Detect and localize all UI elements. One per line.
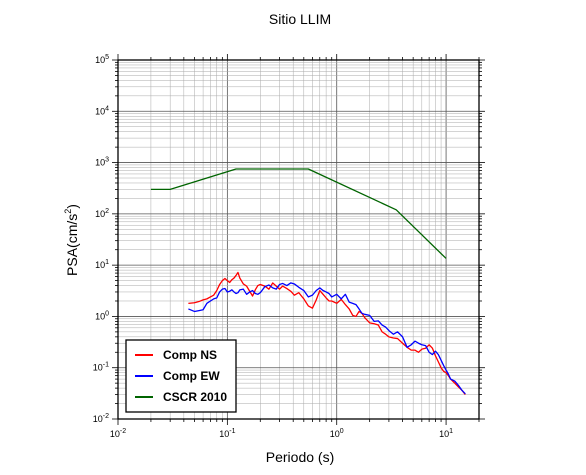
y-tick-label-base: 10 [95, 209, 105, 219]
series-lines [150, 168, 466, 395]
y-tick-label-base: 10 [95, 260, 105, 270]
x-tick-label: 10-1 [219, 428, 235, 439]
legend-label-cscr-2010: CSCR 2010 [163, 390, 227, 404]
plot-frame [117, 59, 480, 420]
y-tick-label: 103 [95, 157, 109, 168]
x-tick-labels: 10-2 10-1 100 101 [110, 428, 453, 439]
y-tick-label: 100 [95, 310, 109, 321]
y-tick-label: 10-2 [93, 413, 109, 424]
y-tick-label-base: 10 [93, 414, 103, 424]
y-axis-title: PSA(cm/s2) [63, 204, 80, 276]
y-axis-title-base: PSA(cm/s [64, 214, 80, 276]
axis-ticks [112, 54, 485, 425]
x-tick-label: 101 [439, 428, 453, 439]
x-tick-label-base: 10 [219, 429, 229, 439]
y-tick-label-exponent: 0 [105, 310, 109, 317]
y-tick-label-exponent: -1 [103, 362, 109, 369]
y-tick-label-exponent: -2 [103, 413, 109, 420]
chart-title: Sitio LLIM [269, 11, 331, 27]
y-axis-title-superscript: 2 [63, 209, 73, 214]
y-tick-label-exponent: 1 [105, 259, 109, 266]
x-tick-label-exponent: -1 [229, 428, 235, 435]
legend-label-comp-ew: Comp EW [163, 369, 220, 383]
y-tick-label: 105 [95, 54, 109, 65]
y-tick-label-base: 10 [95, 311, 105, 321]
y-tick-label-base: 10 [95, 106, 105, 116]
series-line-comp-ns [188, 271, 466, 395]
y-tick-label: 10-1 [93, 362, 109, 373]
legend: Comp NS Comp EW CSCR 2010 [125, 339, 237, 413]
x-tick-label-base: 10 [439, 429, 449, 439]
y-tick-label-base: 10 [95, 55, 105, 65]
series-line-comp-ew [188, 282, 466, 395]
y-tick-label: 101 [95, 259, 109, 270]
y-tick-label: 104 [95, 105, 109, 116]
x-tick-label-base: 10 [110, 429, 120, 439]
x-tick-label-exponent: 1 [449, 428, 453, 435]
y-tick-label-base: 10 [95, 158, 105, 168]
y-tick-label-exponent: 2 [105, 208, 109, 215]
y-tick-label-exponent: 4 [105, 105, 109, 112]
y-tick-label-exponent: 3 [105, 157, 109, 164]
x-tick-label-exponent: 0 [340, 428, 344, 435]
x-tick-label: 100 [330, 428, 344, 439]
legend-label-comp-ns: Comp NS [163, 348, 217, 362]
x-tick-label-base: 10 [330, 429, 340, 439]
x-tick-label-exponent: -2 [120, 428, 126, 435]
y-tick-label: 102 [95, 208, 109, 219]
y-axis-title-end: ) [64, 204, 80, 209]
y-tick-label-exponent: 5 [105, 54, 109, 61]
x-tick-label: 10-2 [110, 428, 126, 439]
grid-lines [117, 59, 480, 420]
x-axis-title: Periodo (s) [266, 449, 334, 465]
series-line-cscr-2010 [150, 168, 447, 259]
y-tick-label-base: 10 [93, 363, 103, 373]
